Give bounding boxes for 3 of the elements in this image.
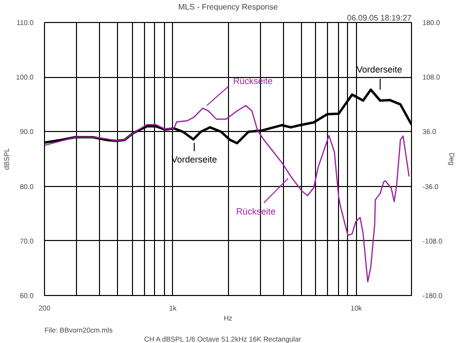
chart-title: MLS - Frequency Response — [178, 2, 278, 12]
chart-subtitle: 06.09.05 18:19:27 — [346, 14, 412, 22]
annotation: Vorderseite — [356, 64, 402, 75]
